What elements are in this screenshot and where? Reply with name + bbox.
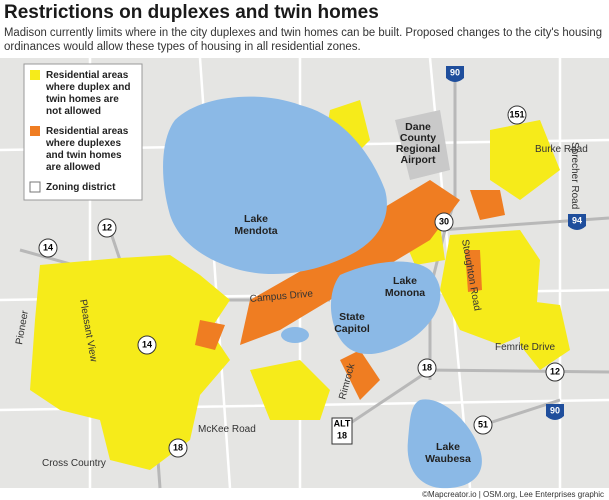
shield-label: 18: [422, 362, 432, 372]
shield-label: 12: [550, 366, 560, 376]
legend-label: are allowed: [46, 162, 100, 173]
legend-swatch: [30, 70, 40, 80]
road-label: Burke Road: [535, 144, 588, 155]
shield-label: 14: [142, 339, 152, 349]
subtitle: ordinances would allow these types of ho…: [4, 41, 361, 53]
title: Restrictions on duplexes and twin homes: [4, 2, 379, 23]
legend-label: not allowed: [46, 106, 101, 117]
place-label: Lake: [436, 441, 460, 453]
place-label: Lake: [244, 213, 268, 225]
shield-label: 51: [478, 419, 488, 429]
road-label: Sprecher Road: [569, 142, 580, 209]
shield-label: 18: [337, 430, 347, 440]
map: [0, 57, 609, 489]
place-label: Monona: [385, 287, 425, 299]
place-label: Waubesa: [425, 453, 471, 465]
legend-label: Residential areas: [46, 70, 129, 81]
shield-label: ALT: [334, 418, 351, 428]
legend-label: twin homes are: [46, 94, 119, 105]
place-labels: Dane County Regional Airport Lake Mendot…: [234, 121, 471, 465]
road-label: Femrite Drive: [495, 342, 555, 353]
place-label: State: [339, 311, 365, 323]
subtitle: Madison currently limits where in the ci…: [4, 27, 602, 39]
shield-label: 90: [550, 405, 560, 415]
shield-label: 94: [572, 215, 582, 225]
legend-label: and twin homes: [46, 150, 122, 161]
place-label: Capitol: [334, 323, 370, 335]
place-label: County: [400, 132, 436, 144]
shield-label: 18: [173, 442, 183, 452]
place-label: Airport: [401, 154, 437, 166]
legend-label: where duplexes: [45, 138, 121, 149]
legend-label: where duplex and: [45, 82, 130, 93]
legend-swatch: [29, 181, 41, 193]
shield-label: 90: [450, 67, 460, 77]
road-label: McKee Road: [198, 424, 256, 435]
legend-label: Residential areas: [46, 126, 129, 137]
legend-label: Zoning district: [46, 182, 116, 193]
shield-label: 151: [509, 109, 524, 119]
credit: ©Mapcreator.io | OSM.org, Lee Enterprise…: [422, 490, 604, 499]
place-label: Mendota: [234, 225, 277, 237]
shields: 90 151 30 94 14 12 14 18 12 90 51 ALT 18…: [38, 66, 586, 458]
road-label: Cross Country: [42, 458, 106, 469]
legend: Residential areas where duplex and twin …: [23, 63, 143, 201]
shield-label: 14: [43, 242, 53, 252]
legend-swatch: [30, 126, 40, 136]
place-label: Dane: [405, 121, 431, 133]
shield-label: 30: [439, 216, 449, 226]
place-label: Lake: [393, 275, 417, 287]
place-label: Regional: [396, 143, 440, 155]
shield-label: 12: [102, 222, 112, 232]
